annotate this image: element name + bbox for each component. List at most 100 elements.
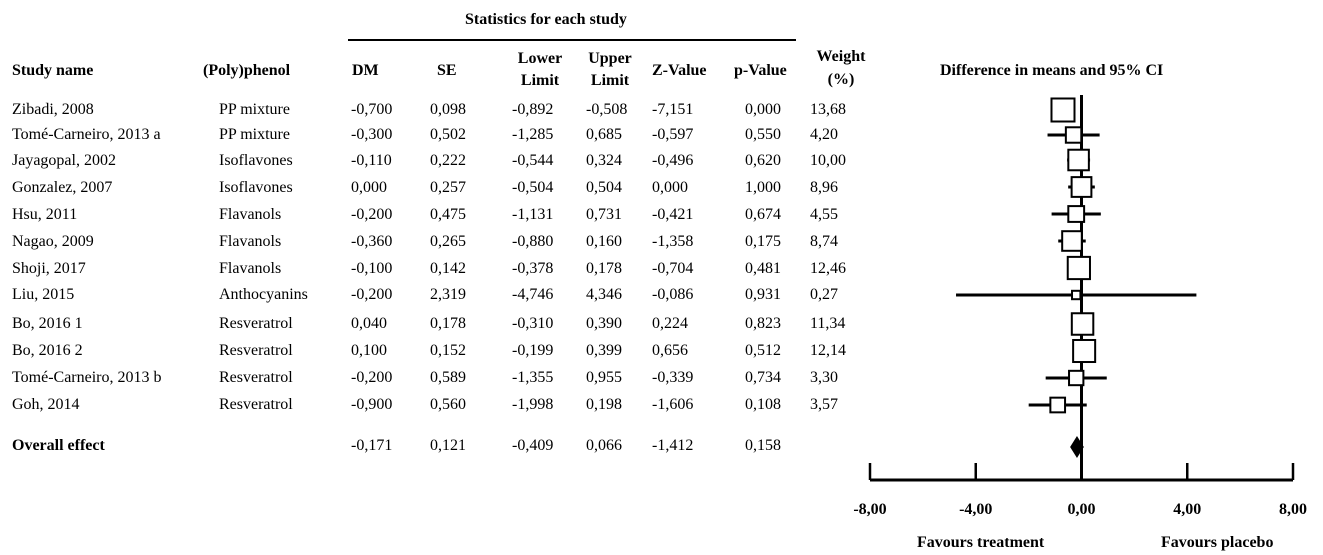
- p-value: 0,175: [745, 233, 781, 250]
- lower-limit: -1,285: [512, 126, 554, 143]
- weight-value: 12,46: [810, 260, 846, 277]
- upper-limit: 0,685: [586, 126, 622, 143]
- polyphenol: Flavanols: [219, 233, 282, 250]
- se-value: 0,121: [430, 437, 466, 454]
- dm-value: 0,040: [351, 315, 387, 332]
- p-value: 0,108: [745, 396, 781, 413]
- p-value: 1,000: [745, 179, 781, 196]
- dm-value: -0,700: [351, 101, 393, 118]
- dm-value: 0,000: [351, 179, 387, 196]
- polyphenol: Resveratrol: [219, 315, 293, 332]
- polyphenol: Resveratrol: [219, 369, 293, 386]
- polyphenol: Resveratrol: [219, 342, 293, 359]
- header-weight-line1: Weight: [816, 48, 866, 65]
- lower-limit: -0,880: [512, 233, 554, 250]
- dm-value: -0,360: [351, 233, 393, 250]
- upper-limit: -0,508: [586, 101, 628, 118]
- upper-limit: 0,504: [586, 179, 622, 196]
- dm-value: -0,200: [351, 206, 393, 223]
- header-lower-line2: Limit: [520, 72, 560, 89]
- x-tick-label: 0,00: [1068, 501, 1096, 518]
- study-marker: [1072, 338, 1097, 364]
- favours-treatment-label: Favours treatment: [917, 534, 1045, 551]
- p-value: 0,000: [745, 101, 781, 118]
- polyphenol: Anthocyanins: [219, 286, 308, 303]
- study-name: Tomé-Carneiro, 2013 a: [12, 126, 161, 143]
- lower-limit: -0,504: [512, 179, 554, 196]
- lower-limit: -4,746: [512, 286, 554, 303]
- polyphenol: Isoflavones: [219, 152, 293, 169]
- x-tick-label: -4,00: [959, 501, 992, 518]
- weight-value: 3,30: [810, 369, 838, 386]
- z-value: -1,606: [652, 396, 694, 413]
- se-value: 0,265: [430, 233, 466, 250]
- p-value: 0,734: [745, 369, 781, 386]
- forest-plot-title: Difference in means and 95% CI: [940, 62, 1164, 79]
- dm-value: -0,200: [351, 369, 393, 386]
- stats-group-underline: [348, 39, 796, 41]
- se-value: 0,560: [430, 396, 466, 413]
- header-p-value: p-Value: [734, 62, 787, 79]
- lower-limit: -0,378: [512, 260, 554, 277]
- header-polyphenol: (Poly)phenol: [203, 62, 291, 79]
- weight-value: 8,74: [810, 233, 838, 250]
- upper-limit: 0,160: [586, 233, 622, 250]
- study-marker: [1049, 396, 1067, 414]
- study-name: Nagao, 2009: [12, 233, 94, 250]
- overall-effect-label: Overall effect: [12, 437, 105, 454]
- upper-limit: 0,731: [586, 206, 622, 223]
- study-name: Zibadi, 2008: [12, 101, 94, 118]
- dm-value: -0,171: [351, 437, 393, 454]
- lower-limit: -0,409: [512, 437, 554, 454]
- weight-value: 13,68: [810, 101, 846, 118]
- study-marker: [1061, 230, 1083, 252]
- header-se: SE: [437, 62, 457, 79]
- header-weight-line2: (%): [827, 71, 855, 88]
- study-marker: [1066, 255, 1091, 281]
- se-value: 0,152: [430, 342, 466, 359]
- weight-value: 10,00: [810, 152, 846, 169]
- upper-limit: 0,399: [586, 342, 622, 359]
- lower-limit: -1,355: [512, 369, 554, 386]
- study-marker: [1067, 205, 1086, 223]
- header-lower-line1: Lower: [517, 50, 563, 67]
- lower-limit: -0,310: [512, 315, 554, 332]
- weight-value: 0,27: [810, 286, 838, 303]
- z-value: -1,358: [652, 233, 694, 250]
- z-value: -1,412: [652, 437, 694, 454]
- p-value: 0,823: [745, 315, 781, 332]
- study-marker: [1068, 369, 1085, 387]
- overall-diamond: [1070, 436, 1084, 458]
- header-z-value: Z-Value: [652, 62, 707, 79]
- header-upper-line1: Upper: [588, 50, 632, 67]
- upper-limit: 4,346: [586, 286, 622, 303]
- p-value: 0,620: [745, 152, 781, 169]
- se-value: 0,178: [430, 315, 466, 332]
- study-name: Bo, 2016 2: [12, 342, 83, 359]
- weight-value: 11,34: [810, 315, 846, 332]
- dm-value: -0,110: [351, 152, 392, 169]
- p-value: 0,158: [745, 437, 781, 454]
- study-marker: [1050, 97, 1076, 123]
- lower-limit: -1,998: [512, 396, 554, 413]
- se-value: 0,502: [430, 126, 466, 143]
- p-value: 0,512: [745, 342, 781, 359]
- z-value: -0,496: [652, 152, 694, 169]
- weight-value: 12,14: [810, 342, 846, 359]
- study-marker: [1070, 176, 1093, 198]
- lower-limit: -1,131: [512, 206, 554, 223]
- study-marker: [1071, 289, 1082, 301]
- lower-limit: -0,544: [512, 152, 554, 169]
- z-value: -0,597: [652, 126, 694, 143]
- weight-value: 8,96: [810, 179, 838, 196]
- study-name: Jayagopal, 2002: [12, 152, 116, 169]
- upper-limit: 0,324: [586, 152, 622, 169]
- upper-limit: 0,198: [586, 396, 622, 413]
- se-value: 2,319: [430, 286, 466, 303]
- se-value: 0,142: [430, 260, 466, 277]
- se-value: 0,257: [430, 179, 466, 196]
- study-marker: [1070, 312, 1095, 336]
- z-value: -0,339: [652, 369, 694, 386]
- header-study-name: Study name: [12, 62, 94, 79]
